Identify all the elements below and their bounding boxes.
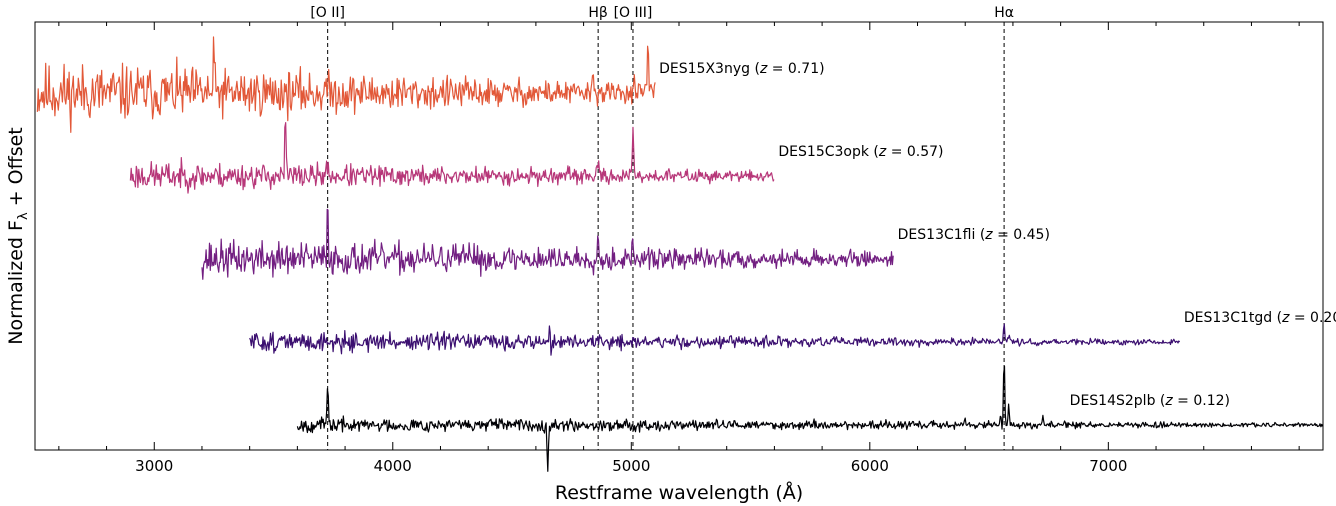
- spectrum-line: [129, 121, 775, 194]
- spectrum-label: DES15X3nyg (z = 0.71): [659, 61, 824, 77]
- spectrum-label: DES13C1tgd (z = 0.20): [1184, 310, 1336, 326]
- plot-frame: [34, 21, 1324, 451]
- x-axis-ticks: 3000 4000 5000 6000 7000: [58, 22, 1300, 475]
- spectrum-line: [201, 208, 894, 280]
- x-axis-title: Restframe wavelength (Å): [555, 481, 803, 504]
- emission-line-label: [O III]: [614, 5, 653, 21]
- spectrum-label: DES15C3opk (z = 0.57): [778, 144, 943, 160]
- emission-line-label: [O II]: [310, 5, 345, 21]
- x-tick-label: 6000: [851, 457, 889, 475]
- spectrum-label: DES13C1fli (z = 0.45): [898, 227, 1050, 243]
- emission-line-label: Hα: [994, 5, 1014, 21]
- spectra-series: [36, 36, 1324, 472]
- spectrum-label: DES14S2plb (z = 0.12): [1070, 393, 1230, 409]
- spectrum-line: [249, 323, 1181, 356]
- spectrum-labels: DES15X3nyg (z = 0.71) DES15C3opk (z = 0.5…: [659, 61, 1336, 409]
- y-axis-title: Normalized Fλ + Offset: [5, 127, 31, 345]
- x-tick-label: 4000: [374, 457, 412, 475]
- emission-line-label: Hβ: [588, 5, 607, 21]
- spectrum-line: [296, 365, 1324, 472]
- x-tick-label: 7000: [1089, 457, 1127, 475]
- x-tick-label: 3000: [135, 457, 173, 475]
- spectrum-line: [36, 36, 656, 133]
- x-tick-label: 5000: [612, 457, 650, 475]
